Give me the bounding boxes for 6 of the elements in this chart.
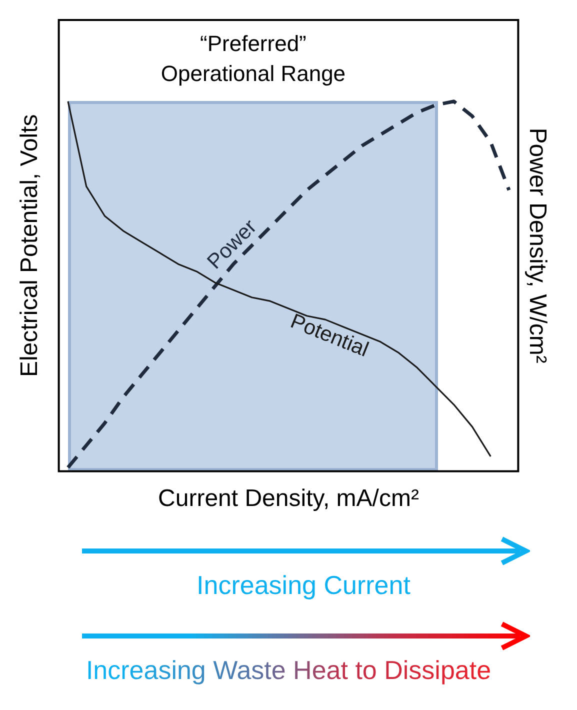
y2-axis-title: Power Density, W/cm² [524,128,551,364]
text: Increasing Waste Heat to Dissipate [8,655,569,686]
text: Increasing Current [196,570,412,601]
x-axis-title: Current Density, mA/cm² [158,485,419,512]
y-axis-title: Electrical Potential, Volts [16,114,44,377]
text: “Preferred” Operational Range [160,30,347,88]
